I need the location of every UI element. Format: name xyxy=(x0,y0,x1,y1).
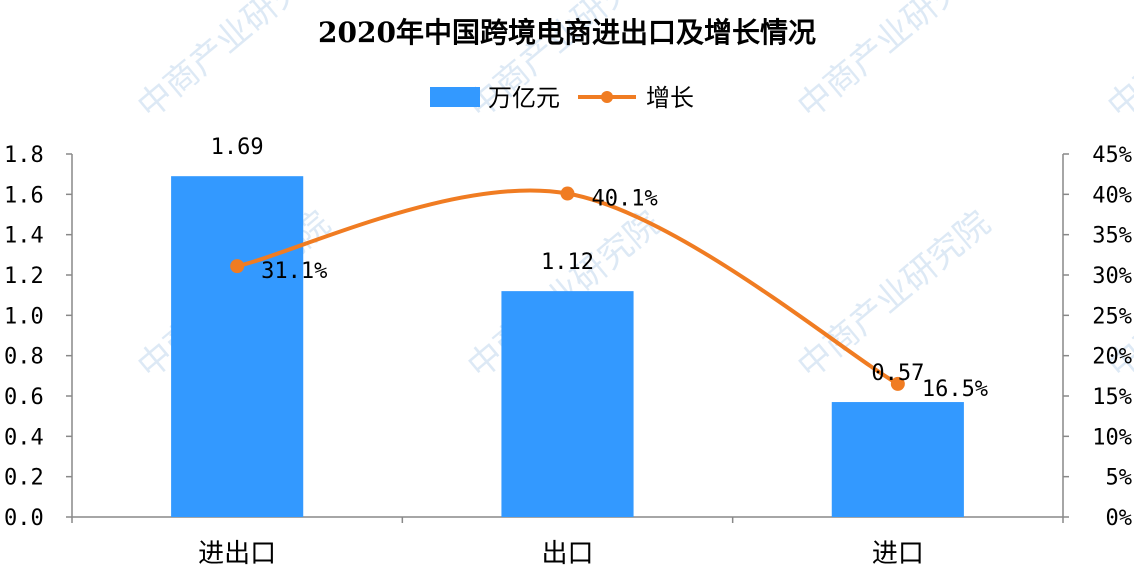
watermark-text: 中商产业研究院 xyxy=(790,203,998,387)
y-right-tick-label: 25% xyxy=(1092,304,1132,329)
y-left-tick-label: 0.6 xyxy=(4,385,44,410)
axes: 0.0 0.2 0.4 0.6 0.8 1.0 1.2 1.4 1.6 1.8 0% 5% 10% 15%… xyxy=(4,143,1132,569)
y-left-tick-label: 0.2 xyxy=(4,466,44,491)
y-left-tick-label: 1.6 xyxy=(4,183,44,208)
growth-value-label: 31.1% xyxy=(261,259,327,284)
bars xyxy=(171,176,964,517)
x-tick-label: 进口 xyxy=(872,539,924,569)
y-right-tick-label: 45% xyxy=(1092,143,1132,168)
growth-value-label: 40.1% xyxy=(592,187,658,212)
bar xyxy=(831,402,964,517)
growth-value-label: 16.5% xyxy=(922,377,988,402)
y-right-tick-label: 20% xyxy=(1092,345,1132,370)
watermark-text: 中商产业研究院 xyxy=(130,0,338,127)
y-left-tick-label: 0.4 xyxy=(4,425,44,450)
y-left-tick-label: 0.0 xyxy=(4,506,44,531)
bar xyxy=(171,176,304,517)
y-right-tick-label: 40% xyxy=(1092,183,1132,208)
y-right-tick-label: 5% xyxy=(1106,466,1133,491)
legend-label-line: 增长 xyxy=(646,84,694,112)
legend-label-bar: 万亿元 xyxy=(488,84,560,112)
legend-bar-swatch xyxy=(430,87,480,107)
y-left-tick-label: 1.2 xyxy=(4,264,44,289)
growth-point xyxy=(230,259,245,274)
bar-value-label: 1.12 xyxy=(541,250,594,275)
x-tick-label: 进出口 xyxy=(198,539,276,569)
y-right-tick-label: 10% xyxy=(1092,425,1132,450)
y-right-tick-label: 0% xyxy=(1106,506,1133,531)
x-tick-label: 出口 xyxy=(541,539,593,569)
growth-point xyxy=(560,186,575,201)
y-left-tick-label: 0.8 xyxy=(4,345,44,370)
y-left-tick-label: 1.4 xyxy=(4,224,44,249)
y-right-tick-label: 30% xyxy=(1092,264,1132,289)
bar-value-label: 0.57 xyxy=(871,361,924,386)
watermark-text: 中商产业研究院 xyxy=(790,0,998,127)
y-left-tick-label: 1.8 xyxy=(4,143,44,168)
growth-point xyxy=(890,376,905,391)
watermark-text: 中商产业研究院 xyxy=(1100,0,1134,127)
data-labels: 1.69 1.12 0.57 31.1% 40.1% 16.5% xyxy=(211,135,988,402)
chart-title: 2020年中国跨境电商进出口及增长情况 xyxy=(318,16,816,49)
bar xyxy=(501,291,634,517)
legend: 万亿元 增长 xyxy=(430,84,694,112)
legend-line-marker xyxy=(601,91,613,103)
y-left-tick-label: 1.0 xyxy=(4,304,44,329)
y-right-tick-label: 15% xyxy=(1092,385,1132,410)
y-right-tick-label: 35% xyxy=(1092,224,1132,249)
growth-line xyxy=(230,186,905,391)
bar-value-label: 1.69 xyxy=(211,135,264,160)
